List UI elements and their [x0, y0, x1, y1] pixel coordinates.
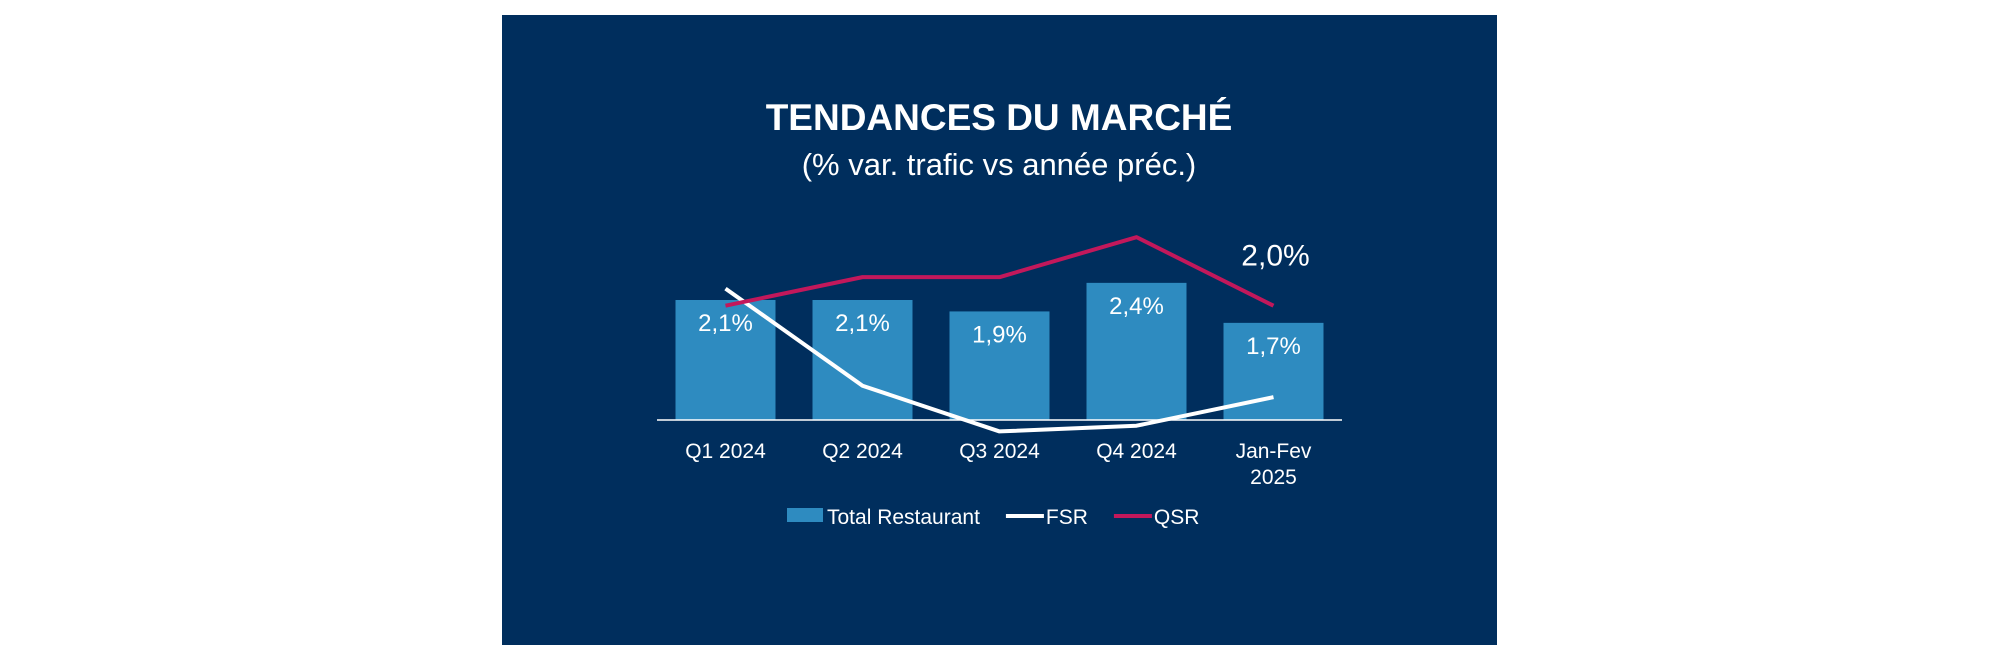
- line-qsr: [725, 235, 1275, 308]
- bar-data-label: 2,1%: [698, 310, 753, 337]
- x-tick-label: Q4 2024: [1096, 440, 1177, 463]
- bar-total-restaurant: [1086, 282, 1187, 420]
- bar-data-label: 2,4%: [1109, 293, 1164, 320]
- x-tick-label: Q3 2024: [959, 440, 1040, 463]
- x-tick-label: Q1 2024: [685, 440, 766, 463]
- market-trends-chart: TENDANCES DU MARCHÉ (% var. trafic vs an…: [657, 97, 1342, 529]
- line-series: [724, 235, 1275, 434]
- bar-data-label: 1,7%: [1246, 333, 1301, 360]
- bar-total-restaurant: [949, 311, 1050, 420]
- bar-data-label: 1,9%: [972, 321, 1027, 348]
- legend-label-total-restaurant: Total Restaurant: [827, 506, 980, 529]
- bar-data-label: 2,1%: [835, 310, 890, 337]
- legend-label-fsr: FSR: [1046, 506, 1088, 529]
- x-tick-label: Q2 2024: [822, 440, 903, 463]
- chart-subtitle: (% var. trafic vs année préc.): [802, 147, 1197, 182]
- chart-title: TENDANCES DU MARCHÉ: [766, 97, 1233, 138]
- legend-label-qsr: QSR: [1154, 506, 1200, 529]
- line-fsr: [724, 286, 1274, 434]
- chart-legend: Total Restaurant FSR QSR: [787, 506, 1199, 529]
- chart-panel: TENDANCES DU MARCHÉ (% var. trafic vs an…: [502, 15, 1497, 645]
- x-axis-tick-labels: Q1 2024 Q2 2024 Q3 2024 Q4 2024 Jan-Fev 2025: [685, 440, 1312, 489]
- x-tick-label: Jan-Fev: [1236, 440, 1312, 463]
- bar-series: [675, 282, 1324, 420]
- bar-total-restaurant: [675, 300, 776, 420]
- qsr-end-annotation: 2,0%: [1241, 240, 1309, 273]
- x-tick-label: 2025: [1250, 466, 1297, 489]
- legend-swatch-total-restaurant: [787, 508, 823, 522]
- bar-data-labels: 2,1% 2,1% 1,9% 2,4% 1,7%: [698, 293, 1301, 360]
